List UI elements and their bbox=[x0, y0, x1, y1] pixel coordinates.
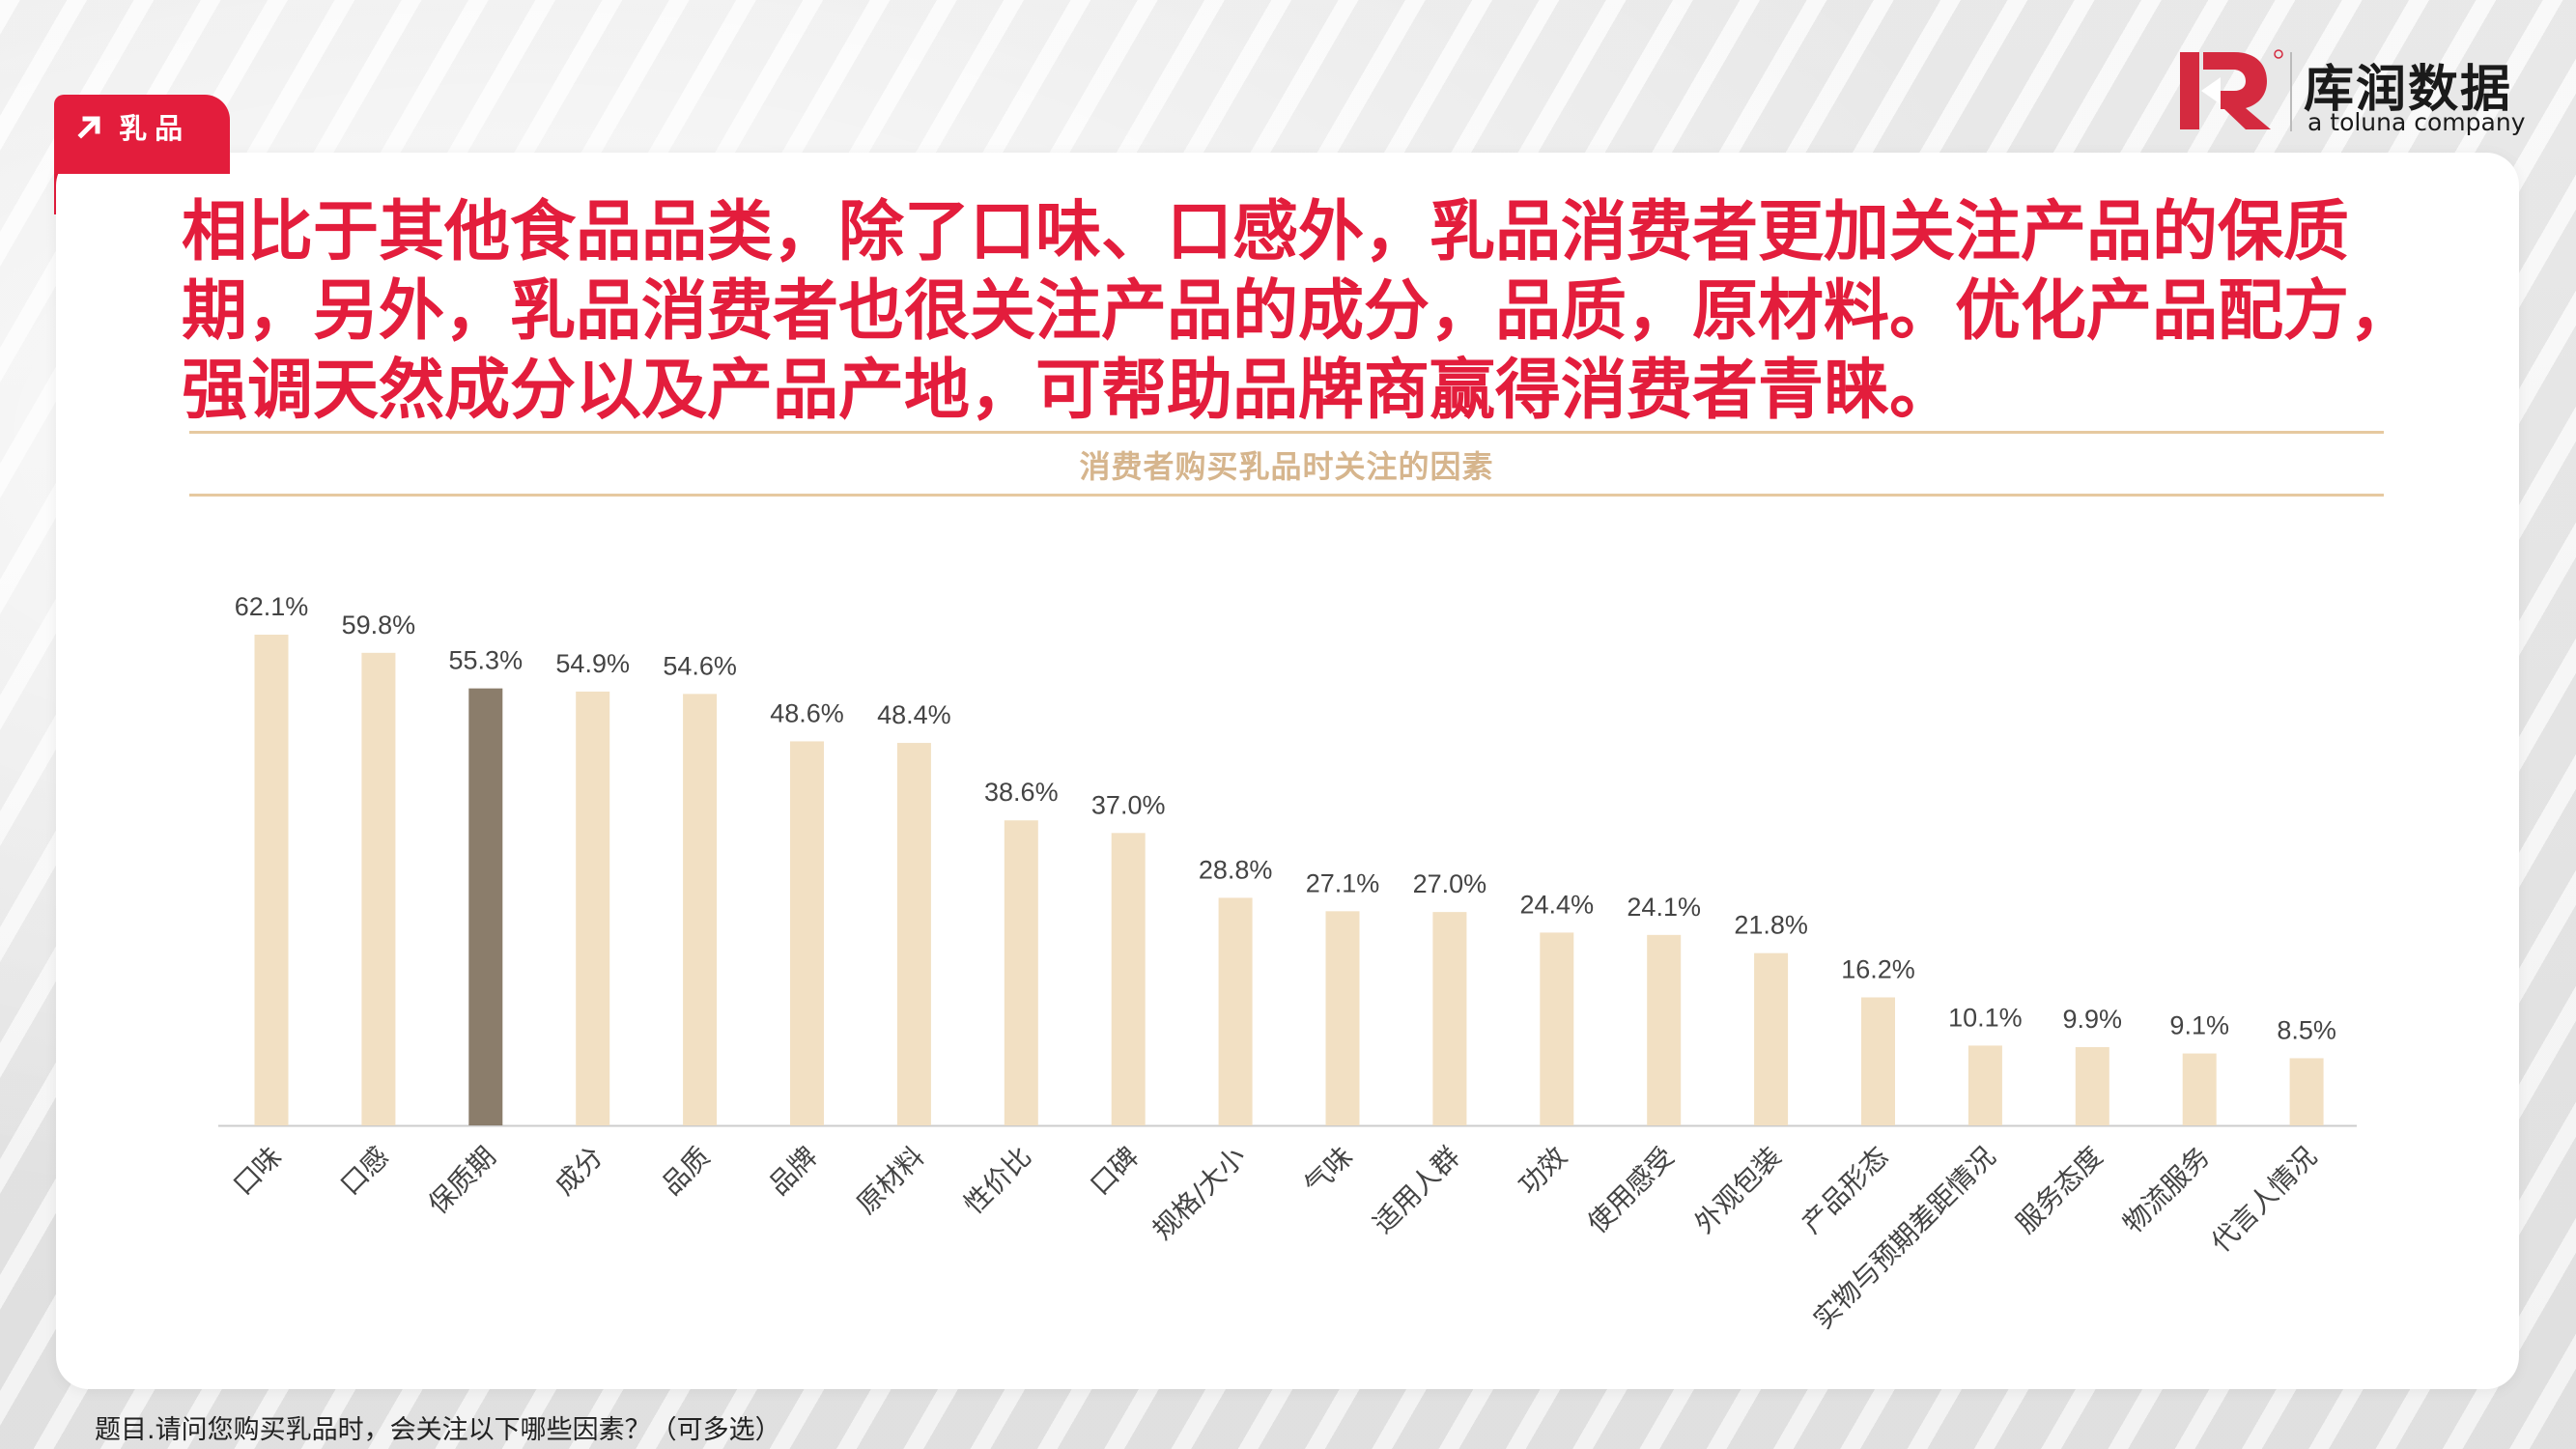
category-label: 品牌 bbox=[763, 1141, 824, 1202]
bar-value-label: 16.2% bbox=[1841, 954, 1915, 983]
bar-value-label: 38.6% bbox=[984, 778, 1059, 807]
bar-口碑 bbox=[1111, 833, 1146, 1125]
bar-规格/大小 bbox=[1218, 897, 1253, 1125]
bar-value-label: 21.8% bbox=[1734, 911, 1808, 940]
bar-value-label: 48.6% bbox=[770, 698, 844, 727]
bar-value-label: 24.1% bbox=[1627, 893, 1701, 922]
category-label: 功效 bbox=[1513, 1141, 1573, 1202]
bar-value-label: 8.5% bbox=[2277, 1015, 2336, 1044]
category-label: 品质 bbox=[656, 1141, 717, 1202]
bar-产品形态 bbox=[1861, 997, 1895, 1125]
footnote: 题目.请问您购买乳品时，会关注以下哪些因素？（可多选） bbox=[95, 1415, 781, 1445]
bar-value-label: 9.9% bbox=[2063, 1005, 2123, 1034]
logo-divider bbox=[2290, 52, 2292, 131]
bar-性价比 bbox=[1004, 820, 1038, 1125]
bar-成分 bbox=[576, 691, 610, 1125]
category-label: 口味 bbox=[227, 1141, 288, 1202]
category-label: 使用感受 bbox=[1581, 1141, 1681, 1240]
category-label: 规格/大小 bbox=[1146, 1141, 1252, 1246]
category-label: 服务态度 bbox=[2010, 1141, 2109, 1240]
category-tab-label: 乳品 bbox=[119, 112, 191, 145]
category-label: 性价比 bbox=[958, 1141, 1038, 1221]
category-label: 成分 bbox=[549, 1141, 609, 1202]
bar-value-label: 24.4% bbox=[1520, 890, 1595, 919]
category-tab[interactable]: 乳品 bbox=[54, 95, 230, 174]
category-label: 适用人群 bbox=[1367, 1141, 1466, 1240]
bar-value-label: 37.0% bbox=[1091, 790, 1166, 819]
bar-value-label: 59.8% bbox=[342, 611, 416, 639]
category-label: 原材料 bbox=[851, 1141, 931, 1221]
bar-品牌 bbox=[790, 741, 824, 1125]
chart-title: 消费者购买乳品时关注的因素 bbox=[1079, 448, 1494, 485]
logo-mark-icon bbox=[2180, 49, 2283, 129]
logo-tagline: a toluna company bbox=[2307, 108, 2526, 136]
category-label: 外观包装 bbox=[1688, 1141, 1788, 1240]
bar-代言人情况 bbox=[2289, 1058, 2324, 1125]
bar-服务态度 bbox=[2075, 1047, 2109, 1125]
bar-原材料 bbox=[896, 743, 931, 1125]
category-label: 产品形态 bbox=[1796, 1141, 1895, 1240]
arrow-up-right-icon bbox=[77, 116, 100, 139]
content-card bbox=[56, 153, 2519, 1389]
bar-气味 bbox=[1325, 911, 1360, 1125]
category-label: 保质期 bbox=[422, 1141, 502, 1221]
bar-chart: 62.1% 口味 59.8% 口感 55.3% 保质期 54.9% 成分 54.6% 品质 48.6… bbox=[218, 592, 2357, 1336]
logo-name: 库润数据 bbox=[2304, 61, 2513, 119]
bar-value-label: 27.1% bbox=[1306, 868, 1380, 897]
bar-value-label: 9.1% bbox=[2169, 1011, 2229, 1040]
bar-功效 bbox=[1540, 932, 1574, 1125]
bar-value-label: 10.1% bbox=[1948, 1003, 2023, 1032]
category-label: 物流服务 bbox=[2117, 1141, 2217, 1240]
bar-value-label: 55.3% bbox=[449, 646, 524, 675]
bar-value-label: 54.6% bbox=[663, 651, 737, 680]
bar-value-label: 62.1% bbox=[235, 592, 309, 621]
chart-title-box: 消费者购买乳品时关注的因素 bbox=[189, 431, 2384, 497]
bar-value-label: 54.9% bbox=[555, 649, 630, 678]
bar-外观包装 bbox=[1754, 952, 1789, 1125]
brand-logo: 库润数据 a toluna company bbox=[2178, 48, 2526, 140]
bar-使用感受 bbox=[1647, 934, 1682, 1125]
category-label: 代言人情况 bbox=[2205, 1141, 2323, 1259]
bar-value-label: 48.4% bbox=[877, 700, 951, 729]
bar-口味 bbox=[254, 635, 289, 1125]
bar-口感 bbox=[361, 652, 396, 1125]
category-label: 口感 bbox=[334, 1141, 395, 1202]
category-label: 气味 bbox=[1298, 1141, 1359, 1202]
bar-value-label: 28.8% bbox=[1199, 855, 1273, 884]
bar-保质期 bbox=[468, 688, 503, 1125]
category-label: 口碑 bbox=[1084, 1141, 1145, 1202]
bar-物流服务 bbox=[2182, 1053, 2217, 1125]
bar-品质 bbox=[683, 694, 718, 1125]
category-label: 实物与预期差距情况 bbox=[1807, 1141, 2002, 1336]
bar-实物与预期差距情况 bbox=[1967, 1045, 2002, 1125]
headline: 相比于其他食品品类，除了口味、口感外，乳品消费者更加关注产品的保质期，另外，乳品… bbox=[182, 194, 2416, 429]
bar-适用人群 bbox=[1432, 912, 1467, 1125]
bar-value-label: 27.0% bbox=[1413, 869, 1487, 898]
